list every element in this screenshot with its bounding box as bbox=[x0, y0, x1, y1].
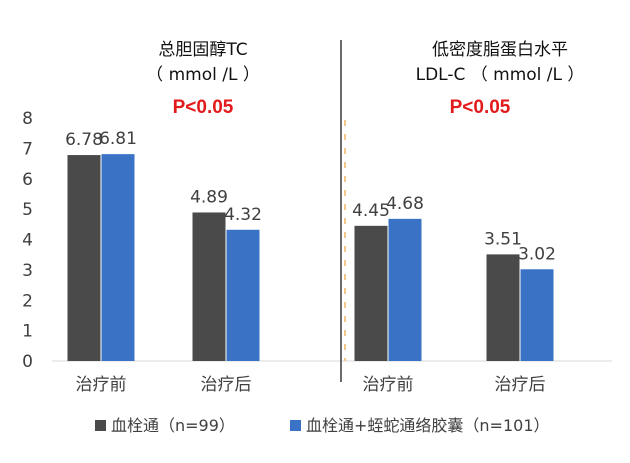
panel-unit: LDL-C （ mmol /L ） bbox=[416, 65, 585, 85]
bar-series-2 bbox=[101, 154, 135, 361]
y-tick-label: 1 bbox=[22, 322, 33, 342]
bar-series-1 bbox=[486, 254, 520, 361]
bar-series-2 bbox=[388, 218, 422, 361]
bar-value-label: 6.78 bbox=[65, 130, 103, 150]
y-tick-label: 4 bbox=[22, 231, 33, 251]
y-tick-label: 3 bbox=[22, 261, 33, 281]
category-label: 治疗后 bbox=[201, 375, 252, 395]
bar-value-label: 6.81 bbox=[99, 129, 137, 149]
legend-swatch bbox=[95, 420, 106, 431]
bar-value-label: 3.51 bbox=[484, 229, 522, 249]
y-tick-label: 8 bbox=[22, 109, 33, 129]
y-tick-label: 0 bbox=[22, 352, 33, 372]
p-value-label: P<0.05 bbox=[450, 97, 511, 118]
y-tick-label: 2 bbox=[22, 291, 33, 311]
p-value-label: P<0.05 bbox=[173, 97, 234, 118]
y-tick-label: 7 bbox=[22, 139, 33, 159]
bar-series-1 bbox=[67, 155, 101, 361]
bar-value-label: 4.45 bbox=[352, 201, 390, 221]
bar-value-label: 3.02 bbox=[518, 244, 556, 264]
legend-label: 血栓通+蛭蛇通络胶囊（n=101） bbox=[306, 416, 550, 435]
legend-label: 血栓通（n=99） bbox=[111, 416, 235, 435]
category-label: 治疗后 bbox=[495, 375, 546, 395]
bar-value-label: 4.89 bbox=[190, 187, 228, 207]
bar-value-label: 4.32 bbox=[224, 205, 262, 225]
bar-value-label: 4.68 bbox=[386, 194, 424, 214]
legend-swatch bbox=[290, 420, 301, 431]
y-tick-label: 6 bbox=[22, 170, 33, 190]
panel-title: 低密度脂蛋白水平 bbox=[432, 40, 568, 60]
bar-series-1 bbox=[354, 225, 388, 361]
category-label: 治疗前 bbox=[363, 375, 414, 395]
bar-series-2 bbox=[226, 229, 260, 361]
panel-unit: （ mmol /L ） bbox=[146, 65, 260, 85]
bar-series-2 bbox=[520, 269, 554, 361]
category-label: 治疗前 bbox=[76, 375, 127, 395]
y-tick-label: 5 bbox=[22, 200, 33, 220]
bar-series-1 bbox=[192, 212, 226, 361]
panel-title: 总胆固醇TC bbox=[158, 40, 247, 60]
